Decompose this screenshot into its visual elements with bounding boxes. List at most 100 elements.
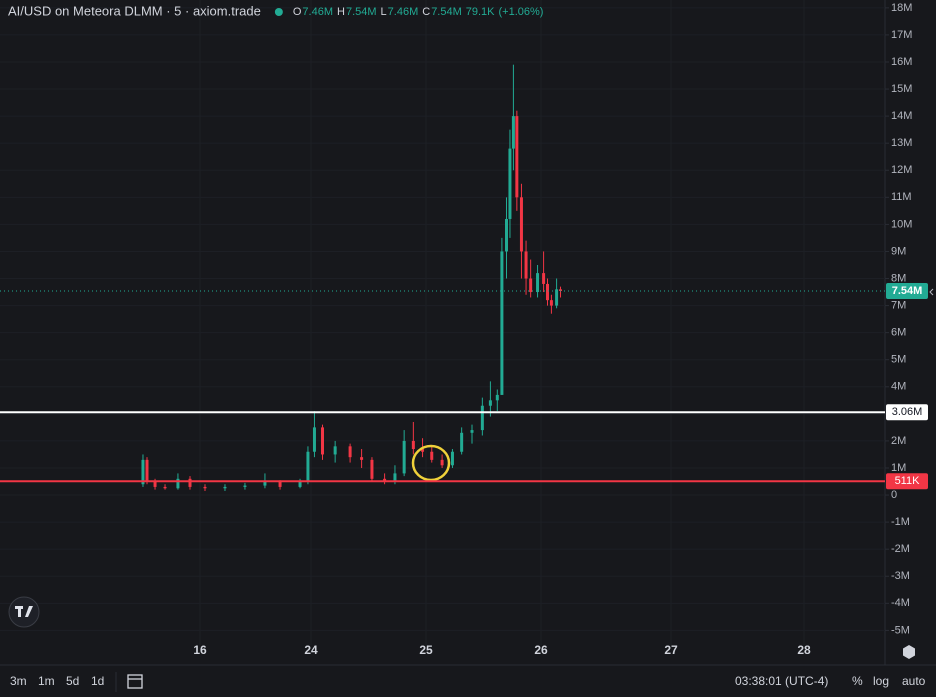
y-tick-label: 11M: [891, 191, 912, 203]
tv-logo[interactable]: [8, 596, 40, 628]
calendar-body[interactable]: [127, 674, 143, 689]
candle-body: [508, 148, 512, 219]
y-tick-label: 4M: [891, 381, 906, 393]
range-button[interactable]: 1m: [38, 674, 55, 688]
logo-part: [18, 606, 21, 617]
y-tick-label: -5M: [891, 624, 910, 636]
legend-key: L: [381, 6, 387, 18]
x-tick-label: 16: [193, 643, 207, 657]
candle-body: [402, 440, 406, 474]
y-tick-label: 5M: [891, 354, 906, 366]
y-tick-label: 1M: [891, 462, 906, 474]
last-price-box: [886, 282, 928, 299]
candle-body: [145, 459, 149, 482]
candle-body: [263, 481, 267, 486]
y-tick-label: 9M: [891, 245, 906, 257]
candle-body: [515, 116, 519, 198]
clock: 03:38:01 (UTC-4): [735, 674, 828, 688]
x-tick-label: 26: [534, 643, 548, 657]
circle-annotation: [411, 444, 451, 482]
candle-body: [519, 197, 523, 252]
candle-body: [500, 251, 504, 395]
y-tick-label: 2M: [891, 435, 906, 447]
y-tick-label: 15M: [891, 83, 912, 95]
y-tick-label: 14M: [891, 110, 912, 122]
candle-body: [312, 427, 316, 452]
candle-body: [411, 440, 415, 450]
candle-body: [555, 289, 559, 306]
candle-body: [203, 486, 207, 489]
y-tick-label: 16M: [891, 56, 912, 68]
candle-body: [421, 449, 425, 452]
scale-option[interactable]: log: [873, 674, 889, 688]
candle-body: [460, 432, 464, 452]
legend-key: H: [337, 6, 345, 18]
calendar-icon[interactable]: [127, 674, 143, 689]
range-button[interactable]: 3m: [10, 674, 27, 688]
candle-body: [505, 218, 508, 252]
candle-body: [306, 451, 310, 482]
candle-body: [488, 400, 492, 406]
y-tick-label: -2M: [891, 543, 910, 555]
y-tick-label: 13M: [891, 137, 912, 149]
y-tick-label: 17M: [891, 29, 912, 41]
candle-body: [360, 457, 364, 460]
legend-value: 7.54M: [431, 6, 462, 18]
legend-change: (+1.06%): [499, 6, 544, 18]
settings-icon[interactable]: [903, 645, 915, 659]
legend-key: C: [422, 6, 430, 18]
candle-body: [511, 116, 515, 149]
x-tick-label: 24: [304, 643, 318, 657]
y-tick-label: 7M: [891, 299, 906, 311]
candle-body: [278, 481, 282, 487]
candle-body: [370, 459, 374, 479]
candle-body: [440, 459, 444, 466]
candle-body: [223, 486, 227, 489]
candle-body: [480, 405, 484, 431]
x-tick-label: 27: [664, 643, 678, 657]
scale-option[interactable]: %: [852, 674, 863, 688]
scale-option[interactable]: auto: [902, 674, 926, 688]
candle-body: [383, 478, 387, 482]
candle-body: [470, 430, 474, 433]
y-tick-label: 6M: [891, 327, 906, 339]
candle-body: [450, 451, 454, 466]
y-tick-label: 18M: [891, 2, 912, 14]
legend-volume: 79.1K: [466, 6, 495, 18]
candle-body: [430, 451, 434, 460]
candle-body: [546, 283, 549, 301]
candle-body: [529, 278, 533, 293]
range-button[interactable]: 1d: [91, 674, 104, 688]
price-label-box: [886, 473, 928, 490]
candle-body: [495, 394, 499, 401]
candle-body: [176, 478, 180, 489]
y-tick-label: -4M: [891, 597, 910, 609]
legend-value: 7.54M: [346, 6, 377, 18]
legend-value: 7.46M: [302, 6, 333, 18]
candle-body: [141, 459, 145, 485]
candle-body: [536, 273, 540, 293]
chart-title: AI/USD on Meteora DLMM · 5 · axiom.trade: [8, 3, 261, 18]
x-tick-label: 28: [797, 643, 811, 657]
price-label: 3.06M: [892, 406, 923, 418]
candle-body: [188, 478, 192, 487]
candle-body: [163, 486, 167, 489]
status-dot: [274, 8, 283, 16]
x-tick-label: 25: [419, 643, 433, 657]
candle-body: [559, 289, 562, 291]
candle-body: [298, 481, 302, 487]
range-button[interactable]: 5d: [66, 674, 79, 688]
candle-body: [153, 481, 157, 487]
grid: [885, 7, 889, 631]
scale-collapse-icon[interactable]: [929, 288, 934, 296]
candle-body: [243, 485, 247, 487]
candle-body: [321, 427, 324, 455]
logo-circle[interactable]: [8, 596, 40, 628]
y-tick-label: -3M: [891, 570, 910, 582]
candle-body: [542, 273, 546, 284]
y-tick-label: 12M: [891, 164, 912, 176]
candle-body: [549, 300, 553, 306]
